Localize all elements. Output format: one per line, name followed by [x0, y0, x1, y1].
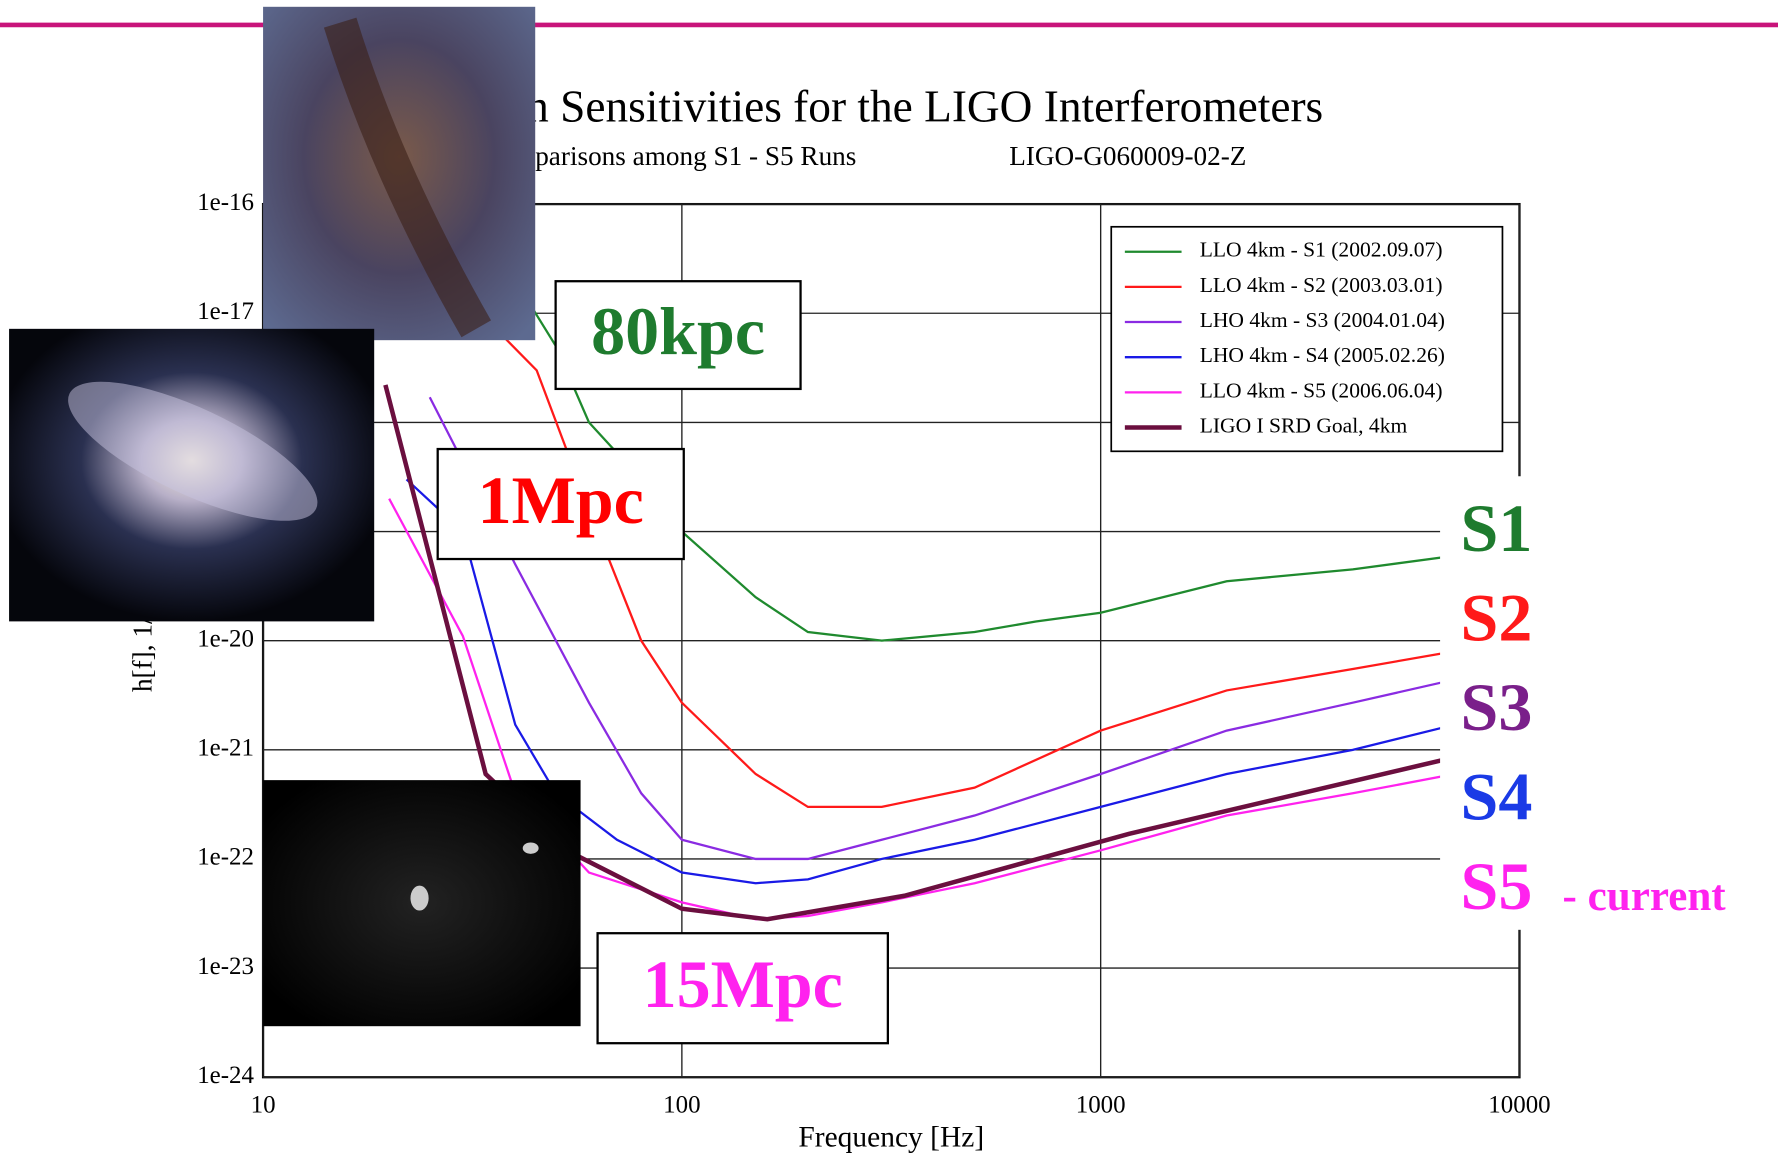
y-tick-label: 1e-22 [197, 844, 254, 871]
galaxy-spot [410, 886, 428, 911]
legend-label: LIGO I SRD Goal, 4km [1200, 413, 1408, 437]
legend-label: LLO 4km - S2 (2003.03.01) [1200, 273, 1443, 297]
x-tick-label: 1000 [1076, 1091, 1126, 1118]
annotation-label: 80kpc [591, 293, 765, 369]
run-label: S3 [1460, 669, 1532, 745]
chart-title: n Sensitivities for the LIGO Interferome… [526, 82, 1323, 132]
x-tick-label: 10000 [1488, 1091, 1550, 1118]
y-tick-label: 1e-23 [197, 953, 254, 980]
current-note: - current [1563, 873, 1727, 920]
run-label: S5 [1460, 848, 1532, 924]
slide: 1e-161e-171e-181e-191e-201e-211e-221e-23… [0, 0, 1778, 1160]
y-tick-label: 1e-17 [197, 298, 254, 325]
chart-subtitle: parisons among S1 - S5 Runs [535, 141, 856, 171]
legend-label: LHO 4km - S3 (2004.01.04) [1200, 308, 1445, 332]
galaxy-spot [523, 843, 539, 854]
run-label: S2 [1460, 579, 1532, 655]
annotation-label: 15Mpc [643, 946, 843, 1022]
y-tick-label: 1e-20 [197, 625, 254, 652]
x-axis-label: Frequency [Hz] [798, 1121, 984, 1153]
y-tick-label: 1e-16 [197, 189, 254, 216]
legend-label: LHO 4km - S4 (2005.02.26) [1200, 343, 1445, 367]
x-tick-label: 10 [251, 1091, 276, 1118]
run-label: S1 [1460, 490, 1532, 566]
legend-label: LLO 4km - S1 (2002.09.07) [1200, 238, 1443, 262]
page: {"chart_data": {"type": "line", "title":… [0, 0, 1778, 1160]
run-label: S4 [1460, 759, 1532, 835]
x-tick-label: 100 [663, 1091, 700, 1118]
legend-label: LLO 4km - S5 (2006.06.04) [1200, 378, 1443, 402]
y-tick-label: 1e-24 [197, 1062, 254, 1089]
document-id: LIGO-G060009-02-Z [1009, 141, 1246, 171]
y-tick-label: 1e-21 [197, 735, 254, 762]
annotation-label: 1Mpc [478, 462, 644, 538]
